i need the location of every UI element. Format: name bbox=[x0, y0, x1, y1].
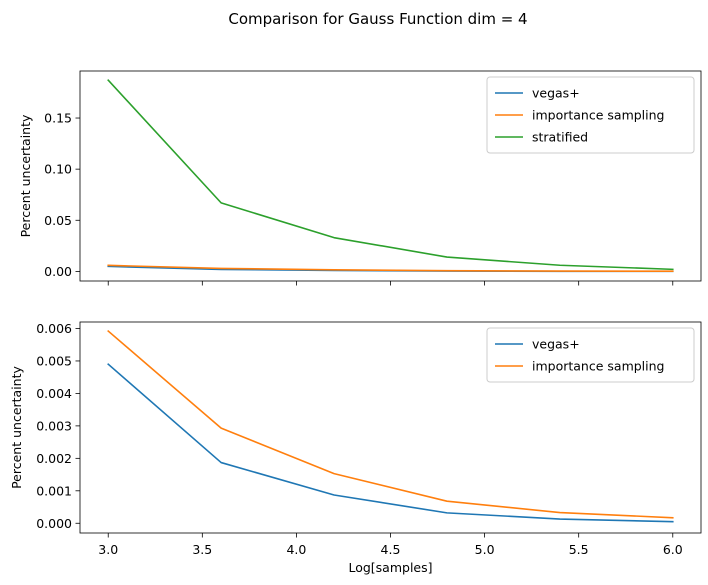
data-point bbox=[108, 364, 109, 365]
data-point bbox=[221, 202, 222, 203]
x-tick-label: 5.0 bbox=[475, 542, 495, 557]
data-point bbox=[221, 428, 222, 429]
legend-label: vegas+ bbox=[532, 86, 580, 101]
data-point bbox=[446, 270, 447, 271]
series-line-vegas- bbox=[107, 363, 674, 523]
data-point bbox=[672, 271, 673, 272]
data-point bbox=[446, 256, 447, 257]
data-point bbox=[559, 270, 560, 271]
y-tick-label: 0.006 bbox=[36, 321, 72, 336]
data-point bbox=[108, 265, 109, 266]
series-line-stratified bbox=[107, 79, 674, 271]
data-point bbox=[333, 494, 334, 495]
series-line-importance-sampling bbox=[107, 264, 674, 272]
y-tick-label: 0.05 bbox=[44, 213, 72, 228]
data-point bbox=[559, 518, 560, 519]
x-tick-label: 5.5 bbox=[569, 542, 589, 557]
data-point bbox=[333, 473, 334, 474]
data-point bbox=[108, 80, 109, 81]
data-point bbox=[446, 512, 447, 513]
bottom-plot: 3.0 3.5 4.0 4.5 5.0 5.5 6.0 0.000 0.001 0.002 0.00… bbox=[9, 321, 702, 575]
x-tick-label: 6.0 bbox=[663, 542, 683, 557]
y-tick-label: 0.15 bbox=[44, 111, 72, 126]
y-tick-label: 0.000 bbox=[36, 516, 72, 531]
data-point bbox=[333, 269, 334, 270]
figure-title: Comparison for Gauss Function dim = 4 bbox=[228, 10, 527, 28]
y-tick-label: 0.00 bbox=[44, 264, 72, 279]
data-point bbox=[672, 269, 673, 270]
data-point bbox=[672, 517, 673, 518]
y-axis-label: Percent uncertainty bbox=[9, 365, 24, 488]
x-tick-label: 3.0 bbox=[98, 542, 118, 557]
legend: vegas+ importance sampling bbox=[486, 327, 695, 383]
y-axis-label: Percent uncertainty bbox=[18, 114, 33, 237]
y-tick-label: 0.003 bbox=[36, 418, 72, 433]
data-point bbox=[559, 265, 560, 266]
data-point bbox=[446, 501, 447, 502]
data-point bbox=[672, 521, 673, 522]
y-tick-label: 0.004 bbox=[36, 386, 72, 401]
x-tick-label: 3.5 bbox=[192, 542, 212, 557]
legend: vegas+ importance sampling stratified bbox=[486, 76, 695, 154]
legend-box bbox=[486, 76, 695, 154]
data-point bbox=[559, 512, 560, 513]
legend-label: stratified bbox=[532, 130, 588, 145]
x-tick-label: 4.0 bbox=[286, 542, 306, 557]
data-point bbox=[108, 330, 109, 331]
y-tick-label: 0.001 bbox=[36, 483, 72, 498]
series-line-importance-sampling bbox=[107, 329, 674, 519]
legend-box bbox=[486, 327, 695, 383]
x-axis-label: Log[samples] bbox=[348, 560, 432, 575]
data-point bbox=[333, 237, 334, 238]
legend-label: importance sampling bbox=[532, 108, 664, 123]
y-tick-label: 0.005 bbox=[36, 353, 72, 368]
y-tick-label: 0.10 bbox=[44, 162, 72, 177]
legend-label: importance sampling bbox=[532, 359, 664, 374]
x-tick-label: 4.5 bbox=[381, 542, 401, 557]
legend-label: vegas+ bbox=[532, 337, 580, 352]
data-point bbox=[221, 462, 222, 463]
data-point bbox=[221, 268, 222, 269]
top-plot: 0.00 0.05 0.10 0.15 Percent uncertainty vegas… bbox=[18, 70, 702, 286]
y-tick-label: 0.002 bbox=[36, 451, 72, 466]
